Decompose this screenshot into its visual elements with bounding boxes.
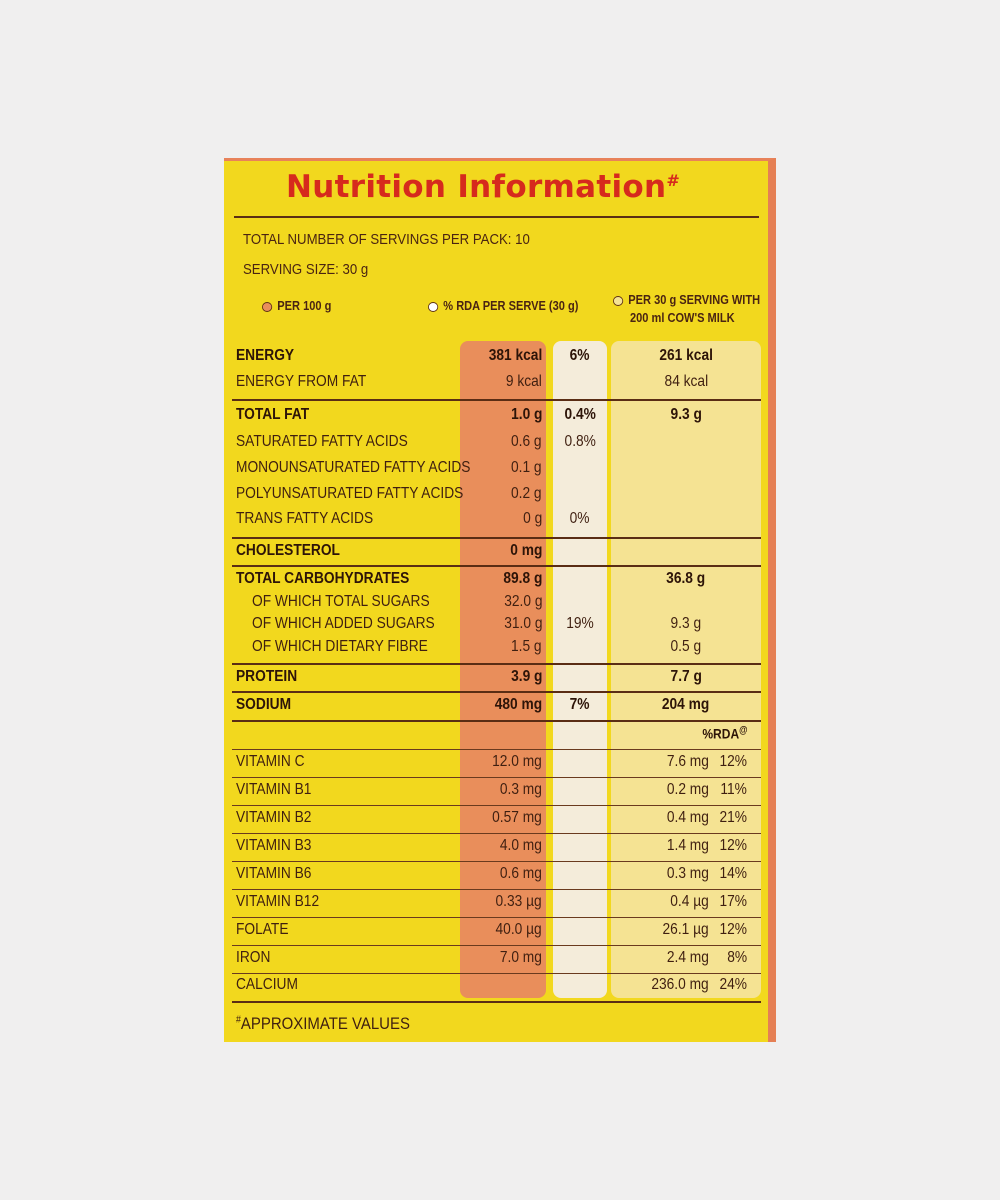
servings-per-pack: TOTAL NUMBER OF SERVINGS PER PACK: 10	[243, 231, 530, 248]
white-dot-icon	[428, 301, 439, 312]
row-divider	[232, 777, 761, 778]
section-divider	[232, 565, 761, 567]
orange-dot-icon	[262, 301, 273, 312]
section-divider	[232, 399, 761, 401]
legend-per100: PER 100 g	[262, 297, 331, 315]
footnote: #APPROXIMATE VALUES	[236, 1014, 410, 1033]
row-divider	[232, 805, 761, 806]
nutrition-panel: Nutrition Information# TOTAL NUMBER OF S…	[224, 158, 776, 1042]
section-divider	[232, 663, 761, 665]
per100-column	[460, 341, 546, 998]
serving-size: SERVING SIZE: 30 g	[243, 261, 369, 278]
milk-column	[611, 341, 761, 998]
section-divider	[232, 537, 761, 539]
section-divider	[232, 1001, 761, 1003]
rda-header: %RDA@	[702, 725, 748, 742]
row-divider	[232, 973, 761, 974]
page-title: Nutrition Information#	[286, 169, 681, 205]
section-divider	[232, 720, 761, 722]
row-divider	[232, 749, 761, 750]
rda-column	[553, 341, 607, 998]
row-divider	[232, 917, 761, 918]
section-divider	[232, 691, 761, 693]
title-divider	[234, 216, 759, 218]
row-divider	[232, 861, 761, 862]
row-divider	[232, 833, 761, 834]
legend-rda: % RDA PER SERVE (30 g)	[428, 297, 578, 315]
cream-dot-icon	[613, 295, 624, 306]
row-divider	[232, 945, 761, 946]
legend-milk: PER 30 g SERVING WITH 200 ml COW'S MILK	[613, 291, 760, 327]
row-divider	[232, 889, 761, 890]
